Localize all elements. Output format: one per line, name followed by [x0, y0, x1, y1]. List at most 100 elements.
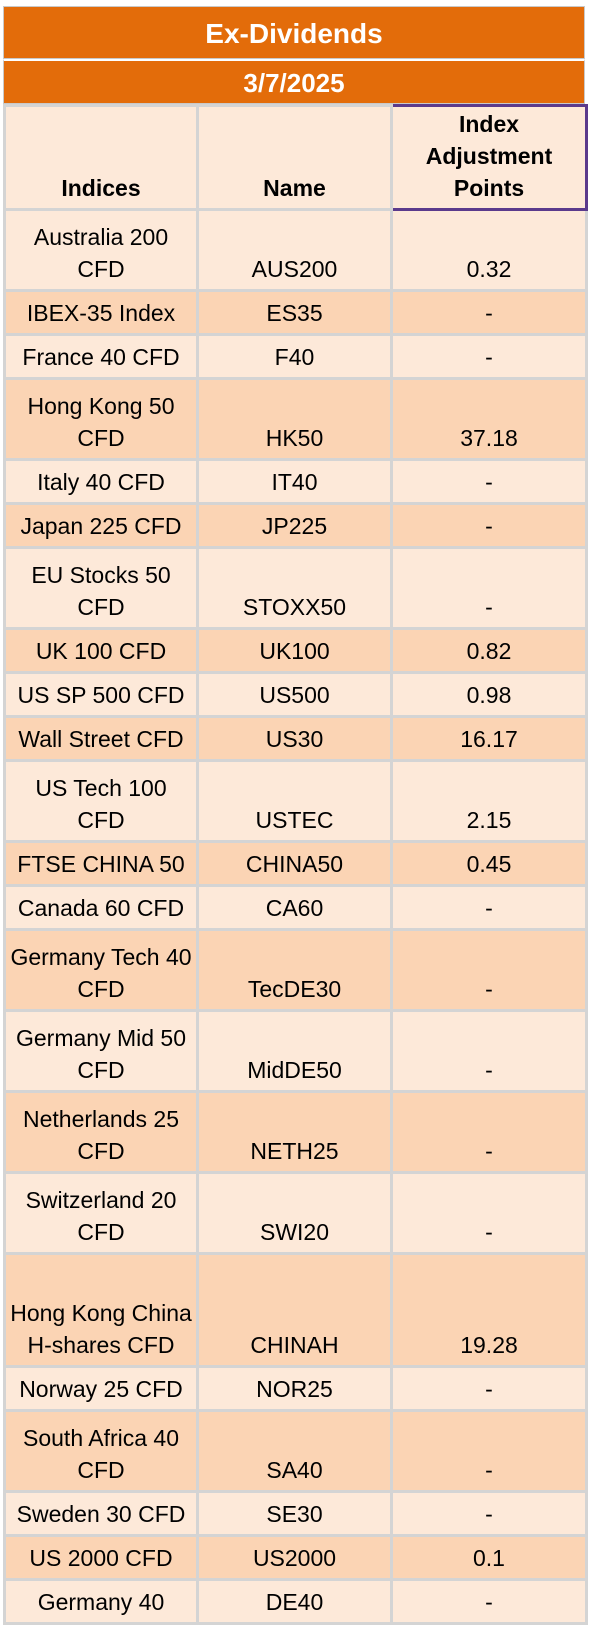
- cell-name: CA60: [196, 884, 393, 931]
- sheet-title: Ex-Dividends: [3, 6, 585, 59]
- cell-index: IBEX-35 Index: [3, 289, 199, 336]
- cell-name: US500: [196, 671, 393, 718]
- table-row: FTSE CHINA 50 CHINA50 0.45: [3, 840, 588, 887]
- cell-adjustment-points: 0.1: [390, 1534, 588, 1581]
- cell-index: Switzerland 20 CFD: [3, 1171, 199, 1255]
- table-row: US Tech 100 CFD USTEC 2.15: [3, 759, 588, 843]
- cell-name: HK50: [196, 377, 393, 461]
- cell-adjustment-points: 16.17: [390, 715, 588, 762]
- table-row: Hong Kong 50 CFD HK50 37.18: [3, 377, 588, 461]
- cell-index: Italy 40 CFD: [3, 458, 199, 505]
- cell-index: Australia 200 CFD: [3, 208, 199, 292]
- sheet-date: 3/7/2025: [3, 59, 585, 104]
- cell-name: SE30: [196, 1490, 393, 1537]
- table-row: Netherlands 25 CFD NETH25-: [3, 1090, 588, 1174]
- cell-adjustment-points: -: [390, 884, 588, 931]
- cell-adjustment-points: -: [390, 1578, 588, 1625]
- cell-adjustment-points: -: [390, 928, 588, 1012]
- cell-index: South Africa 40 CFD: [3, 1409, 199, 1493]
- table-row: UK 100 CFD UK100 0.82: [3, 627, 588, 674]
- table-row: Hong Kong China H-shares CFD CHINAH 19.28: [3, 1252, 588, 1368]
- cell-name: CHINAH: [196, 1252, 393, 1368]
- cell-index: Canada 60 CFD: [3, 884, 199, 931]
- cell-index: France 40 CFD: [3, 333, 199, 380]
- header-adjustment-points: Index Adjustment Points: [390, 104, 588, 211]
- cell-name: CHINA50: [196, 840, 393, 887]
- cell-index: Germany Mid 50 CFD: [3, 1009, 199, 1093]
- cell-index: US SP 500 CFD: [3, 671, 199, 718]
- cell-name: USTEC: [196, 759, 393, 843]
- table-row: US SP 500 CFD US500 0.98: [3, 671, 588, 718]
- table-row: Switzerland 20 CFD SWI20-: [3, 1171, 588, 1255]
- table-body: Australia 200 CFD AUS200 0.32 IBEX-35 Index…: [3, 208, 588, 1625]
- cell-adjustment-points: 0.45: [390, 840, 588, 887]
- cell-adjustment-points: -: [390, 1090, 588, 1174]
- table-row: Wall Street CFD US30 16.17: [3, 715, 588, 762]
- cell-adjustment-points: -: [390, 1409, 588, 1493]
- cell-name: NETH25: [196, 1090, 393, 1174]
- table-row: Australia 200 CFD AUS200 0.32: [3, 208, 588, 292]
- cell-index: EU Stocks 50 CFD: [3, 546, 199, 630]
- cell-index: Hong Kong 50 CFD: [3, 377, 199, 461]
- table-row: Canada 60 CFD CA60-: [3, 884, 588, 931]
- table-row: Japan 225 CFD JP225-: [3, 502, 588, 549]
- table-row: Sweden 30 CFD SE30-: [3, 1490, 588, 1537]
- cell-name: DE40: [196, 1578, 393, 1625]
- cell-adjustment-points: 19.28: [390, 1252, 588, 1368]
- header-indices: Indices: [3, 104, 199, 211]
- cell-adjustment-points: -: [390, 1490, 588, 1537]
- cell-adjustment-points: -: [390, 1365, 588, 1412]
- cell-name: IT40: [196, 458, 393, 505]
- dividends-table: Indices Name Index Adjustment Points Aus…: [3, 104, 588, 1625]
- cell-name: STOXX50: [196, 546, 393, 630]
- cell-index: FTSE CHINA 50: [3, 840, 199, 887]
- cell-name: US30: [196, 715, 393, 762]
- cell-index: Germany 40: [3, 1578, 199, 1625]
- table-row: US 2000 CFD US2000 0.1: [3, 1534, 588, 1581]
- cell-adjustment-points: -: [390, 546, 588, 630]
- table-row: Norway 25 CFD NOR25-: [3, 1365, 588, 1412]
- cell-index: Japan 225 CFD: [3, 502, 199, 549]
- cell-index: Germany Tech 40 CFD: [3, 928, 199, 1012]
- table-row: Italy 40 CFD IT40-: [3, 458, 588, 505]
- cell-name: TecDE30: [196, 928, 393, 1012]
- cell-adjustment-points: -: [390, 1009, 588, 1093]
- cell-adjustment-points: -: [390, 502, 588, 549]
- cell-adjustment-points: 37.18: [390, 377, 588, 461]
- table-row: Germany Mid 50 CFD MidDE50-: [3, 1009, 588, 1093]
- table-row: EU Stocks 50 CFD STOXX50-: [3, 546, 588, 630]
- cell-name: NOR25: [196, 1365, 393, 1412]
- cell-adjustment-points: -: [390, 333, 588, 380]
- cell-name: JP225: [196, 502, 393, 549]
- cell-index: UK 100 CFD: [3, 627, 199, 674]
- cell-adjustment-points: -: [390, 458, 588, 505]
- cell-index: US 2000 CFD: [3, 1534, 199, 1581]
- cell-index: US Tech 100 CFD: [3, 759, 199, 843]
- cell-name: ES35: [196, 289, 393, 336]
- cell-adjustment-points: -: [390, 1171, 588, 1255]
- cell-index: Norway 25 CFD: [3, 1365, 199, 1412]
- cell-adjustment-points: -: [390, 289, 588, 336]
- table-header-row: Indices Name Index Adjustment Points: [3, 104, 588, 211]
- cell-index: Netherlands 25 CFD: [3, 1090, 199, 1174]
- cell-name: MidDE50: [196, 1009, 393, 1093]
- cell-adjustment-points: 0.32: [390, 208, 588, 292]
- table-row: Germany 40 DE40-: [3, 1578, 588, 1625]
- cell-name: UK100: [196, 627, 393, 674]
- cell-name: SA40: [196, 1409, 393, 1493]
- cell-name: AUS200: [196, 208, 393, 292]
- cell-adjustment-points: 0.82: [390, 627, 588, 674]
- table-row: IBEX-35 Index ES35-: [3, 289, 588, 336]
- header-name: Name: [196, 104, 393, 211]
- cell-index: Wall Street CFD: [3, 715, 199, 762]
- cell-index: Hong Kong China H-shares CFD: [3, 1252, 199, 1368]
- table-row: South Africa 40 CFD SA40-: [3, 1409, 588, 1493]
- cell-index: Sweden 30 CFD: [3, 1490, 199, 1537]
- ex-dividends-sheet: Ex-Dividends 3/7/2025 Indices Name Index…: [3, 6, 588, 1625]
- cell-adjustment-points: 0.98: [390, 671, 588, 718]
- cell-adjustment-points: 2.15: [390, 759, 588, 843]
- cell-name: US2000: [196, 1534, 393, 1581]
- cell-name: F40: [196, 333, 393, 380]
- table-row: Germany Tech 40 CFD TecDE30-: [3, 928, 588, 1012]
- table-row: France 40 CFD F40-: [3, 333, 588, 380]
